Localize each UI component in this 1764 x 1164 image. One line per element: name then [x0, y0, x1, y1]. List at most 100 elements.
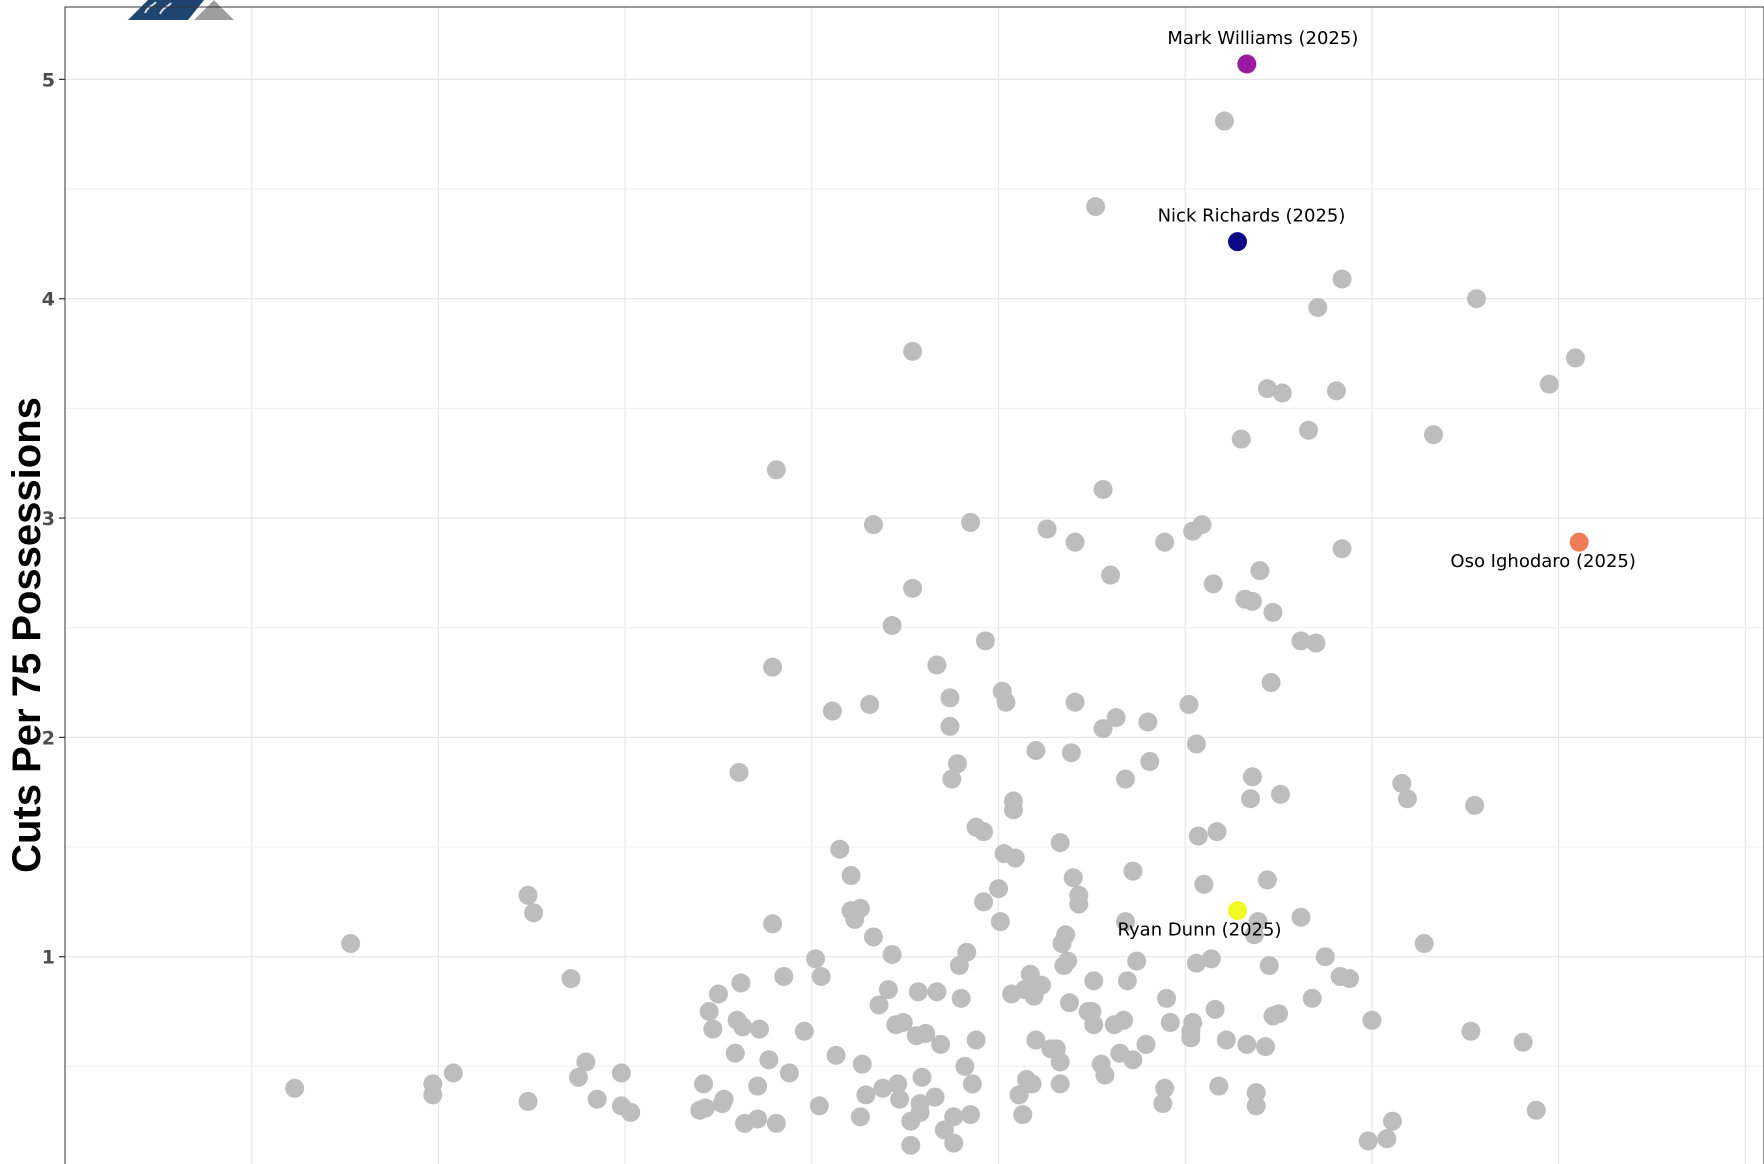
- data-point: [518, 885, 538, 905]
- y-axis: 1 2 3 4 5: [42, 69, 65, 969]
- data-point: [1050, 833, 1070, 853]
- data-point: [974, 822, 994, 842]
- data-point: [1115, 769, 1135, 789]
- data-point: [1022, 1074, 1042, 1094]
- data-point: [1093, 719, 1113, 739]
- data-point: [1155, 532, 1175, 552]
- data-point: [1155, 1078, 1175, 1098]
- data-point: [443, 1063, 463, 1083]
- data-point: [888, 1074, 908, 1094]
- data-point: [841, 866, 861, 886]
- data-point: [694, 1074, 714, 1094]
- data-point: [1003, 791, 1023, 811]
- data-point: [1153, 1094, 1173, 1114]
- data-point: [903, 578, 923, 598]
- data-point: [1248, 912, 1268, 932]
- data-point: [1188, 826, 1208, 846]
- data-point: [1207, 822, 1227, 842]
- highlighted-point: [1227, 901, 1247, 921]
- data-point: [703, 1019, 723, 1039]
- data-point: [951, 988, 971, 1008]
- data-point: [1214, 111, 1234, 131]
- data-point: [1392, 773, 1412, 793]
- data-point: [850, 898, 870, 918]
- data-point: [1513, 1032, 1533, 1052]
- data-point: [955, 1056, 975, 1076]
- data-point: [1157, 988, 1177, 1008]
- data-point: [822, 701, 842, 721]
- data-point: [1332, 269, 1352, 289]
- data-point: [989, 879, 1009, 899]
- data-point: [1256, 1037, 1276, 1057]
- data-point: [1231, 429, 1251, 449]
- data-point: [1117, 971, 1137, 991]
- data-point: [1358, 1131, 1378, 1151]
- data-point: [1246, 1083, 1266, 1103]
- data-point: [809, 1096, 829, 1116]
- data-point: [1291, 631, 1311, 651]
- data-point: [1241, 789, 1261, 809]
- data-point: [1084, 971, 1104, 991]
- data-point: [1261, 673, 1281, 693]
- data-point: [856, 1085, 876, 1105]
- data-point: [826, 1045, 846, 1065]
- data-point: [1005, 848, 1025, 868]
- data-point: [1205, 999, 1225, 1019]
- data-point: [1069, 894, 1089, 914]
- background-points: [285, 111, 1585, 1155]
- data-point: [708, 984, 728, 1004]
- data-point: [1114, 1010, 1134, 1030]
- data-point: [957, 942, 977, 962]
- logo-triangle: [194, 0, 234, 20]
- data-point: [1140, 751, 1160, 771]
- data-point: [850, 1107, 870, 1127]
- data-point: [621, 1102, 641, 1122]
- data-point: [1194, 874, 1214, 894]
- data-point: [1009, 1085, 1029, 1105]
- data-point: [1084, 1015, 1104, 1035]
- data-point: [942, 769, 962, 789]
- data-point: [1101, 565, 1121, 585]
- data-point: [882, 945, 902, 965]
- data-point: [1179, 694, 1199, 714]
- data-point: [863, 515, 883, 535]
- data-point: [1181, 1028, 1201, 1048]
- y-tick-label: 4: [42, 289, 55, 311]
- data-point: [1138, 712, 1158, 732]
- data-point: [1183, 1013, 1203, 1033]
- data-point: [1065, 692, 1085, 712]
- data-point: [1332, 539, 1352, 559]
- y-tick-label: 5: [42, 69, 55, 91]
- data-point: [1308, 297, 1328, 317]
- data-point: [1186, 734, 1206, 754]
- data-point: [524, 903, 544, 923]
- data-point: [1186, 953, 1206, 973]
- data-point: [1466, 289, 1486, 309]
- data-point: [962, 1074, 982, 1094]
- data-point: [1302, 988, 1322, 1008]
- data-point: [1315, 947, 1335, 967]
- data-point: [1377, 1129, 1397, 1149]
- point-annotations: Mark Williams (2025) Nick Richards (2025)…: [1117, 28, 1635, 941]
- data-point: [1291, 907, 1311, 927]
- data-point: [1056, 925, 1076, 945]
- team-logo: [128, 0, 234, 20]
- data-point: [587, 1089, 607, 1109]
- data-point: [1086, 197, 1106, 217]
- y-axis-label: Cuts Per 75 Possessions: [5, 397, 49, 873]
- data-point: [714, 1089, 734, 1109]
- data-point: [1050, 1074, 1070, 1094]
- data-point: [1465, 795, 1485, 815]
- data-point: [1026, 741, 1046, 761]
- data-point: [811, 966, 831, 986]
- data-point: [947, 754, 967, 774]
- data-point: [908, 982, 928, 1002]
- data-point: [763, 657, 783, 677]
- data-point: [1414, 934, 1434, 954]
- data-point: [873, 1078, 893, 1098]
- highlighted-points: [1227, 54, 1589, 921]
- y-tick-label: 1: [42, 947, 55, 969]
- data-point: [869, 995, 889, 1015]
- data-point: [925, 1087, 945, 1107]
